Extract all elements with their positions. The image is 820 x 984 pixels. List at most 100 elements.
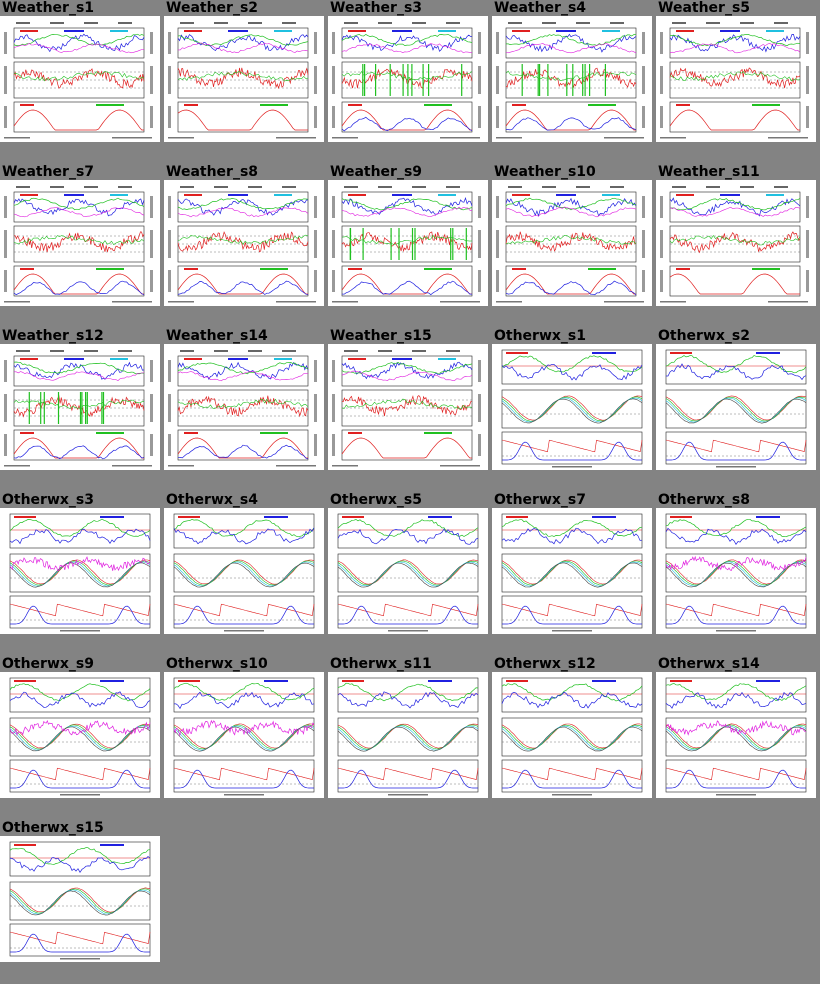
thumbnail-chart-image xyxy=(492,16,652,142)
thumbnail-image-link[interactable] xyxy=(164,508,324,634)
thumbnail-title: Weather_s2 xyxy=(166,0,259,16)
thumbnail-chart-image xyxy=(0,180,160,306)
thumbnail-image-link[interactable] xyxy=(328,16,488,142)
thumbnail-cell: Otherwx_s8 xyxy=(656,492,816,634)
thumbnail-cell: Weather_s12 xyxy=(0,328,160,470)
thumbnail-title: Otherwx_s11 xyxy=(330,656,432,672)
thumbnail-image-link[interactable] xyxy=(656,672,816,798)
thumbnail-image-link[interactable] xyxy=(0,16,160,142)
thumbnail-cell: Otherwx_s7 xyxy=(492,492,652,634)
thumbnail-image-link[interactable] xyxy=(164,16,324,142)
thumbnail-chart-image xyxy=(164,344,324,470)
thumbnail-chart-image xyxy=(164,16,324,142)
thumbnail-title: Weather_s15 xyxy=(330,328,432,344)
thumbnail-image-link[interactable] xyxy=(0,180,160,306)
thumbnail-title: Otherwx_s8 xyxy=(658,492,750,508)
thumbnail-title: Otherwx_s14 xyxy=(658,656,760,672)
thumbnail-title: Otherwx_s1 xyxy=(494,328,586,344)
thumbnail-title: Otherwx_s7 xyxy=(494,492,586,508)
thumbnail-cell: Weather_s9 xyxy=(328,164,488,306)
thumbnail-chart-image xyxy=(0,508,160,634)
thumbnail-cell: Otherwx_s10 xyxy=(164,656,324,798)
thumbnail-image-link[interactable] xyxy=(656,180,816,306)
thumbnail-image-link[interactable] xyxy=(492,180,652,306)
thumbnail-cell: Otherwx_s5 xyxy=(328,492,488,634)
thumbnail-image-link[interactable] xyxy=(0,672,160,798)
thumbnail-chart-image xyxy=(164,672,324,798)
thumbnail-chart-image xyxy=(492,672,652,798)
thumbnail-image-link[interactable] xyxy=(164,344,324,470)
thumbnail-title: Weather_s14 xyxy=(166,328,268,344)
thumbnail-image-link[interactable] xyxy=(328,344,488,470)
thumbnail-image-link[interactable] xyxy=(328,508,488,634)
thumbnail-chart-image xyxy=(0,16,160,142)
thumbnail-chart-image xyxy=(328,508,488,634)
thumbnail-cell: Otherwx_s2 xyxy=(656,328,816,470)
thumbnail-title: Weather_s3 xyxy=(330,0,423,16)
thumbnail-title: Weather_s10 xyxy=(494,164,596,180)
thumbnail-cell: Weather_s14 xyxy=(164,328,324,470)
thumbnail-image-link[interactable] xyxy=(0,508,160,634)
thumbnail-chart-image xyxy=(164,180,324,306)
thumbnail-image-link[interactable] xyxy=(492,672,652,798)
thumbnail-title: Weather_s7 xyxy=(2,164,95,180)
thumbnail-title: Otherwx_s4 xyxy=(166,492,258,508)
thumbnail-cell: Weather_s11 xyxy=(656,164,816,306)
thumbnail-image-link[interactable] xyxy=(164,180,324,306)
thumbnail-cell: Otherwx_s14 xyxy=(656,656,816,798)
thumbnail-chart-image xyxy=(328,672,488,798)
thumbnail-title: Otherwx_s10 xyxy=(166,656,268,672)
thumbnail-title: Weather_s11 xyxy=(658,164,760,180)
thumbnail-image-link[interactable] xyxy=(656,508,816,634)
thumbnail-title: Otherwx_s3 xyxy=(2,492,94,508)
thumbnail-chart-image xyxy=(164,508,324,634)
thumbnail-chart-image xyxy=(492,508,652,634)
thumbnail-cell: Weather_s1 xyxy=(0,0,160,142)
thumbnail-cell: Weather_s5 xyxy=(656,0,816,142)
thumbnail-image-link[interactable] xyxy=(492,344,652,470)
thumbnail-title: Weather_s1 xyxy=(2,0,95,16)
thumbnail-cell: Otherwx_s4 xyxy=(164,492,324,634)
thumbnail-title: Otherwx_s15 xyxy=(2,820,104,836)
thumbnail-image-link[interactable] xyxy=(492,16,652,142)
thumbnail-title: Otherwx_s2 xyxy=(658,328,750,344)
thumbnail-chart-image xyxy=(328,180,488,306)
thumbnail-cell: Otherwx_s9 xyxy=(0,656,160,798)
thumbnail-chart-image xyxy=(656,508,816,634)
thumbnail-title: Weather_s12 xyxy=(2,328,104,344)
thumbnail-cell: Otherwx_s3 xyxy=(0,492,160,634)
thumbnail-cell: Otherwx_s1 xyxy=(492,328,652,470)
thumbnail-cell: Weather_s15 xyxy=(328,328,488,470)
thumbnail-image-link[interactable] xyxy=(328,672,488,798)
thumbnail-cell: Otherwx_s15 xyxy=(0,820,160,962)
thumbnail-chart-image xyxy=(0,344,160,470)
thumbnail-image-link[interactable] xyxy=(656,16,816,142)
thumbnail-cell: Weather_s4 xyxy=(492,0,652,142)
thumbnail-title: Weather_s9 xyxy=(330,164,423,180)
thumbnail-title: Weather_s8 xyxy=(166,164,259,180)
thumbnail-chart-image xyxy=(492,180,652,306)
thumbnail-image-link[interactable] xyxy=(656,344,816,470)
thumbnail-cell: Weather_s7 xyxy=(0,164,160,306)
thumbnail-chart-image xyxy=(656,672,816,798)
thumbnail-cell: Weather_s10 xyxy=(492,164,652,306)
thumbnail-title: Otherwx_s5 xyxy=(330,492,422,508)
thumbnail-image-link[interactable] xyxy=(0,344,160,470)
thumbnail-image-link[interactable] xyxy=(164,672,324,798)
thumbnail-chart-image xyxy=(656,344,816,470)
thumbnail-image-link[interactable] xyxy=(492,508,652,634)
thumbnail-image-link[interactable] xyxy=(328,180,488,306)
thumbnail-title: Weather_s5 xyxy=(658,0,751,16)
thumbnail-chart-image xyxy=(328,16,488,142)
thumbnail-chart-image xyxy=(656,16,816,142)
thumbnail-chart-image xyxy=(0,836,160,962)
thumbnail-chart-image xyxy=(656,180,816,306)
thumbnail-cell: Otherwx_s12 xyxy=(492,656,652,798)
thumbnail-cell: Otherwx_s11 xyxy=(328,656,488,798)
thumbnail-chart-image xyxy=(0,672,160,798)
thumbnail-title: Otherwx_s9 xyxy=(2,656,94,672)
thumbnail-chart-image xyxy=(328,344,488,470)
thumbnail-image-link[interactable] xyxy=(0,836,160,962)
thumbnail-cell: Weather_s2 xyxy=(164,0,324,142)
thumbnail-title: Otherwx_s12 xyxy=(494,656,596,672)
